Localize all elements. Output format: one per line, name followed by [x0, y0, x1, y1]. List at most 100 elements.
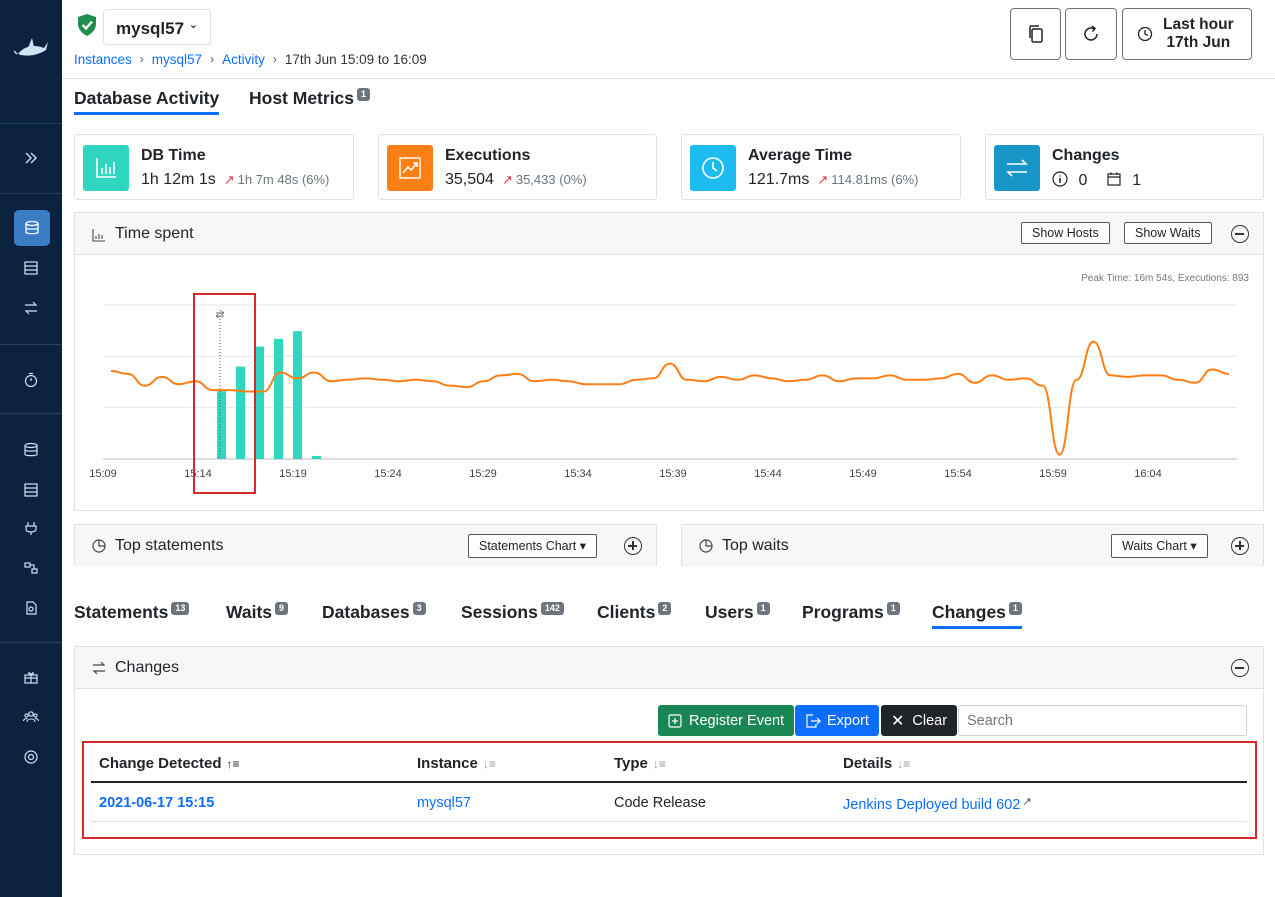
- change-detected-link[interactable]: 2021-06-17 15:15: [99, 795, 215, 811]
- close-icon: ✕: [891, 712, 905, 730]
- arrows-exchange-icon: [92, 661, 106, 675]
- grid-nav-icon[interactable]: [17, 476, 45, 504]
- copy-icon: [1028, 25, 1043, 43]
- highlight-box: [193, 293, 256, 494]
- refresh-icon: [1084, 25, 1098, 41]
- metric-title: Executions: [445, 147, 531, 164]
- swordfish-logo-icon[interactable]: [14, 32, 50, 68]
- topology-nav-icon[interactable]: [17, 554, 45, 582]
- time-range-button[interactable]: Last hour 17th Jun: [1122, 8, 1252, 60]
- tab-badge: 3: [412, 602, 426, 615]
- breadcrumb-activity[interactable]: Activity: [222, 52, 265, 67]
- show-waits-button[interactable]: Show Waits: [1124, 222, 1212, 244]
- tab-database-activity[interactable]: Database Activity: [74, 88, 220, 115]
- column-change-detected[interactable]: Change Detected ↑≡: [99, 755, 240, 772]
- collapse-icon[interactable]: [1231, 225, 1249, 243]
- time-range-label: Last hour 17th Jun: [1163, 16, 1234, 52]
- time-range-line2: 17th Jun: [1166, 34, 1231, 51]
- x-tick-label: 15:19: [279, 468, 307, 480]
- instance-link[interactable]: mysql57: [417, 795, 471, 811]
- instance-selector[interactable]: mysql57 ⌄: [103, 9, 211, 45]
- sidebar-divider: [0, 413, 62, 414]
- file-search-nav-icon[interactable]: [17, 594, 45, 622]
- trending-up-icon: [387, 145, 433, 191]
- tab-badge: 1: [756, 602, 770, 615]
- tab-programs[interactable]: Programs 1: [802, 602, 900, 623]
- tab-label: Changes: [932, 602, 1006, 622]
- expand-sidebar-icon[interactable]: [17, 144, 45, 172]
- dropdown-label: Waits Chart: [1122, 539, 1187, 553]
- tab-changes[interactable]: Changes 1: [932, 602, 1022, 629]
- chevron-down-icon: ⌄: [188, 19, 198, 31]
- metric-card-db-time[interactable]: DB Time 1h 12m 1s ↗ 1h 7m 48s (6%): [74, 134, 354, 200]
- pie-chart-icon: [92, 539, 106, 553]
- calendar-icon: [1107, 172, 1121, 186]
- chart-bar: [217, 391, 226, 459]
- copy-button[interactable]: [1010, 8, 1061, 60]
- time-spent-chart[interactable]: 15:09 15:14 15:19 15:24 15:29 15:34 15:39 15:44…: [75, 255, 1263, 511]
- waits-chart-dropdown[interactable]: Waits Chart ▾: [1111, 534, 1208, 558]
- metric-compare: ↗ 114.81ms (6%): [817, 172, 918, 187]
- sort-icon: ↓≡: [482, 757, 496, 771]
- bar-chart-icon: [83, 145, 129, 191]
- table-row-divider: [91, 821, 1247, 822]
- x-tick-label: 16:04: [1134, 468, 1162, 480]
- plus-square-icon: [668, 713, 682, 728]
- changes-nav-icon[interactable]: [17, 294, 45, 322]
- tab-clients[interactable]: Clients 2: [597, 602, 672, 623]
- tab-sessions[interactable]: Sessions 142: [461, 602, 564, 623]
- bar-chart-icon: [92, 229, 105, 242]
- breadcrumb-instance[interactable]: mysql57: [151, 52, 203, 67]
- tab-statements[interactable]: Statements 13: [74, 602, 190, 623]
- register-event-button[interactable]: Register Event: [658, 705, 795, 736]
- column-details[interactable]: Details ↓≡: [843, 755, 910, 772]
- support-nav-icon[interactable]: [17, 743, 45, 771]
- metric-compare: ↗ 1h 7m 48s (6%): [224, 172, 330, 187]
- button-label: Register Event: [689, 712, 785, 729]
- search-input[interactable]: [958, 705, 1247, 736]
- chart-bar: [312, 455, 321, 459]
- tab-waits[interactable]: Waits 9: [226, 602, 289, 623]
- breadcrumb-instances[interactable]: Instances: [74, 52, 132, 67]
- tab-badge: 2: [658, 602, 672, 615]
- collapse-icon[interactable]: [1231, 659, 1249, 677]
- x-tick-label: 15:09: [89, 468, 117, 480]
- tab-badge: 142: [540, 602, 564, 615]
- table-nav-icon[interactable]: [17, 254, 45, 282]
- metric-card-executions[interactable]: Executions 35,504 ↗ 35,433 (0%): [378, 134, 657, 200]
- column-instance[interactable]: Instance ↓≡: [417, 755, 496, 772]
- details-link[interactable]: Jenkins Deployed build 602 ↗: [843, 795, 1032, 813]
- export-button[interactable]: Export: [795, 705, 879, 736]
- metric-title: Changes: [1052, 147, 1120, 164]
- metric-card-average-time[interactable]: Average Time 121.7ms ↗ 114.81ms (6%): [681, 134, 961, 200]
- stopwatch-nav-icon[interactable]: [17, 366, 45, 394]
- clock-icon: [1137, 26, 1153, 42]
- sidebar-divider: [0, 642, 62, 643]
- panel-header: Time spent Show Hosts Show Waits: [75, 213, 1263, 255]
- plug-nav-icon[interactable]: [17, 514, 45, 542]
- info-icon: [1052, 171, 1068, 187]
- metric-value: 121.7ms ↗ 114.81ms (6%): [748, 171, 918, 189]
- panel-header: Top waits Waits Chart ▾: [682, 525, 1263, 567]
- sort-icon: ↓≡: [897, 757, 911, 771]
- metric-card-changes[interactable]: Changes 0 1: [985, 134, 1264, 200]
- expand-plus-icon[interactable]: [624, 537, 642, 555]
- x-tick-label: 15:39: [659, 468, 687, 480]
- x-tick-label: 15:14: [184, 468, 212, 480]
- refresh-button[interactable]: [1065, 8, 1117, 60]
- gift-nav-icon[interactable]: [17, 663, 45, 691]
- statements-chart-dropdown[interactable]: Statements Chart ▾: [468, 534, 598, 558]
- database-nav-icon[interactable]: [14, 210, 50, 246]
- clear-button[interactable]: ✕ Clear: [881, 705, 958, 736]
- database-list-nav-icon[interactable]: [17, 436, 45, 464]
- tab-databases[interactable]: Databases 3: [322, 602, 426, 623]
- column-type[interactable]: Type ↓≡: [614, 755, 666, 772]
- tab-host-metrics[interactable]: Host Metrics 1: [249, 88, 371, 109]
- chart-bar: [255, 346, 264, 459]
- users-nav-icon[interactable]: [17, 703, 45, 731]
- tab-users[interactable]: Users 1: [705, 602, 770, 623]
- sort-icon: ↓≡: [652, 757, 666, 771]
- export-icon: [806, 713, 821, 728]
- expand-plus-icon[interactable]: [1231, 537, 1249, 555]
- show-hosts-button[interactable]: Show Hosts: [1021, 222, 1110, 244]
